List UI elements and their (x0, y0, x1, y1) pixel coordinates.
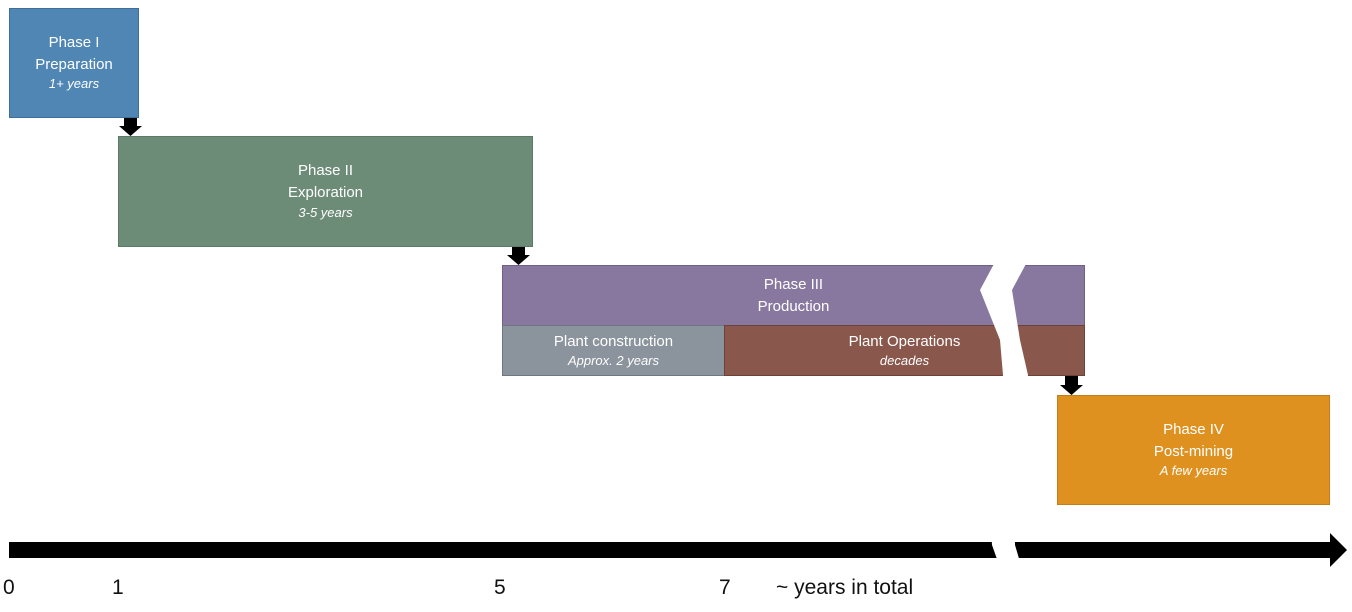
timeline-arrow (9, 533, 1347, 567)
phase-1-name: Preparation (35, 55, 113, 73)
phase-2-box: Phase II Exploration 3-5 years (118, 136, 533, 247)
phase-1-box: Phase I Preparation 1+ years (9, 8, 139, 118)
phase-2-title: Phase II (297, 162, 354, 180)
plant-construction-box: Plant construction Approx. 2 years (502, 325, 725, 376)
time-break-mark (964, 8, 1336, 612)
tick-label-0: 0 (3, 576, 15, 599)
plant-operations-duration: decades (879, 352, 930, 368)
plant-construction-label: Plant construction (553, 332, 674, 350)
phase-2-name: Exploration (287, 184, 364, 202)
arrow-phase3-to-4 (1060, 376, 1083, 395)
arrow-phase2-to-3 (507, 247, 530, 265)
tick-label-1: 1 (112, 576, 124, 599)
phase-1-duration: 1+ years (48, 76, 100, 92)
plant-operations-label: Plant Operations (848, 332, 961, 350)
phase-3-name: Production (757, 297, 830, 315)
phase-4-duration: A few years (1159, 463, 1228, 479)
axis-total-label: ~ years in total (776, 576, 914, 599)
arrow-phase1-to-2 (119, 118, 142, 136)
tick-label-7: 7 (719, 576, 731, 599)
phase-4-title: Phase IV (1163, 420, 1224, 438)
phase-1-title: Phase I (48, 33, 100, 51)
phase-4-box: Phase IV Post-mining A few years (1057, 395, 1330, 505)
plant-construction-duration: Approx. 2 years (567, 352, 660, 368)
phase-2-duration: 3-5 years (298, 204, 353, 220)
phase-4-name: Post-mining (1153, 442, 1234, 460)
phase-3-title: Phase III (763, 275, 824, 293)
tick-label-5: 5 (494, 576, 506, 599)
